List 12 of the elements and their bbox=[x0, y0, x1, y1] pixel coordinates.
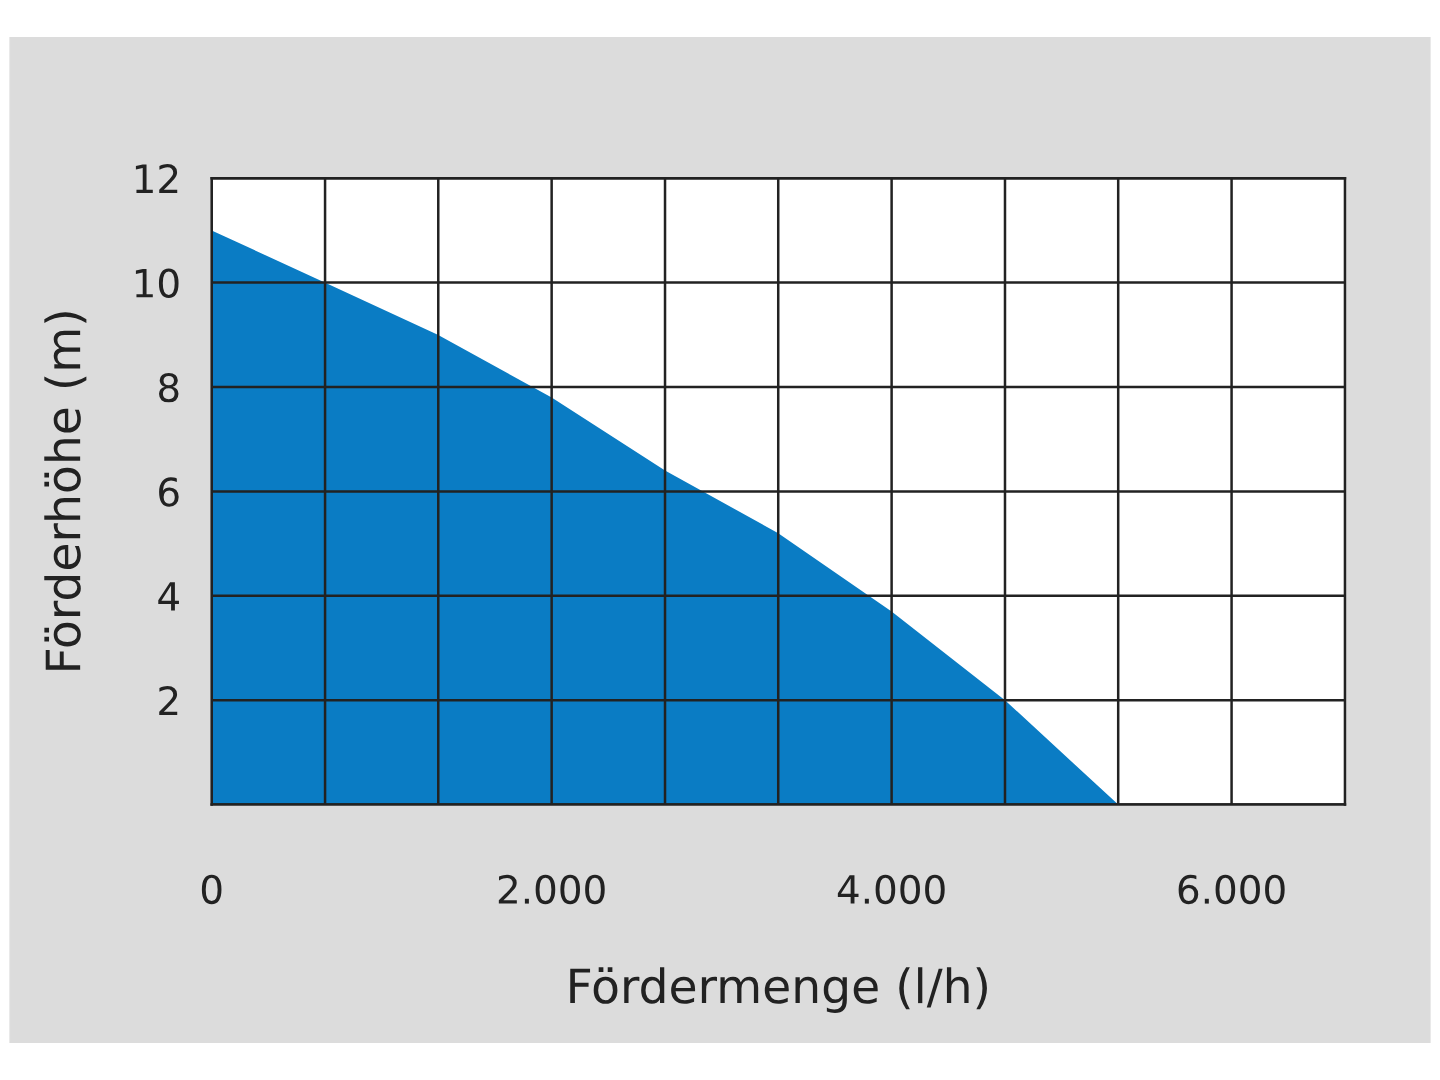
x-tick-label: 0 bbox=[201, 874, 222, 905]
x-tick-label: 4.000 bbox=[837, 874, 945, 905]
y-tick-label: 4 bbox=[158, 582, 179, 611]
y-tick-label: 2 bbox=[159, 686, 178, 715]
x-tick-label: 2.000 bbox=[498, 874, 605, 905]
y-axis-title: Förderhöhe (m) bbox=[44, 312, 87, 670]
x-tick-label: 6.000 bbox=[1178, 874, 1285, 905]
y-tick-label: 8 bbox=[159, 372, 179, 403]
x-axis-title: Fördermenge (l/h) bbox=[570, 967, 987, 1013]
y-tick-label: 12 bbox=[135, 164, 178, 193]
y-tick-label: 10 bbox=[135, 268, 179, 298]
y-tick-label: 6 bbox=[159, 477, 179, 507]
